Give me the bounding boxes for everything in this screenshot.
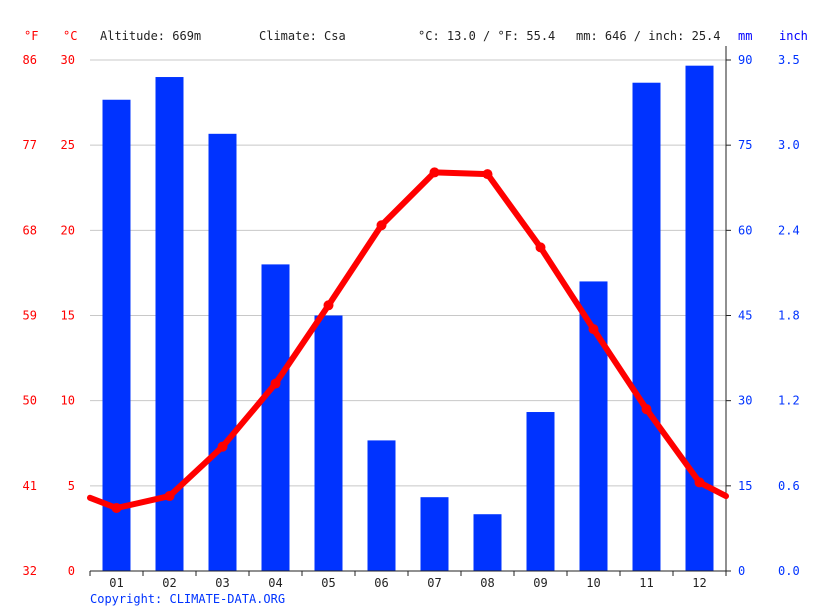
fahrenheit-tick-label: 59 bbox=[23, 309, 37, 323]
average-temperature-label: °C: 13.0 / °F: 55.4 bbox=[418, 29, 555, 43]
mm-tick-label: 60 bbox=[738, 223, 752, 237]
temperature-point bbox=[164, 491, 175, 502]
mm-tick-label: 90 bbox=[738, 53, 752, 67]
celsius-unit-label: °C bbox=[63, 29, 77, 43]
month-label: 01 bbox=[109, 576, 123, 590]
month-label: 06 bbox=[374, 576, 388, 590]
fahrenheit-tick-label: 50 bbox=[23, 394, 37, 408]
inch-tick-label: 2.4 bbox=[778, 223, 800, 237]
precipitation-bar bbox=[314, 315, 343, 571]
temperature-point bbox=[323, 300, 334, 311]
precipitation-bar bbox=[208, 133, 237, 572]
mm-tick-label: 45 bbox=[738, 309, 752, 323]
celsius-tick-label: 5 bbox=[68, 479, 75, 493]
celsius-tick-label: 20 bbox=[61, 223, 75, 237]
fahrenheit-tick-label: 77 bbox=[23, 138, 37, 152]
fahrenheit-unit-label: °F bbox=[24, 29, 38, 43]
temperature-point bbox=[429, 167, 440, 178]
gridlines bbox=[90, 59, 726, 487]
month-label: 03 bbox=[215, 576, 229, 590]
temperature-point bbox=[217, 441, 228, 452]
mm-tick-label: 30 bbox=[738, 394, 752, 408]
celsius-tick-label: 30 bbox=[61, 53, 75, 67]
tick-labels: 86 30 90 3.577 25 75 3.068 20 60 2.459 15 45 1.850 10… bbox=[23, 53, 800, 590]
mm-tick-label: 15 bbox=[738, 479, 752, 493]
mm-tick-label: 75 bbox=[738, 138, 752, 152]
month-label: 09 bbox=[533, 576, 547, 590]
precipitation-bar bbox=[526, 412, 555, 571]
temperature-point bbox=[588, 324, 599, 335]
temperature-point bbox=[111, 502, 122, 513]
total-precipitation-label: mm: 646 / inch: 25.4 bbox=[576, 29, 721, 43]
celsius-tick-label: 15 bbox=[61, 309, 75, 323]
inch-tick-label: 1.8 bbox=[778, 309, 800, 323]
fahrenheit-tick-label: 41 bbox=[23, 479, 37, 493]
fahrenheit-tick-label: 68 bbox=[23, 223, 37, 237]
copyright-text: Copyright: CLIMATE-DATA.ORG bbox=[90, 592, 285, 606]
fahrenheit-tick-label: 86 bbox=[23, 53, 37, 67]
precipitation-bar bbox=[102, 99, 131, 571]
mm-tick-label: 0 bbox=[738, 564, 745, 578]
temperature-point bbox=[641, 404, 652, 415]
month-label: 11 bbox=[639, 576, 653, 590]
inch-unit-label: inch bbox=[779, 29, 808, 43]
temperature-point bbox=[270, 378, 281, 389]
temperature-point bbox=[694, 477, 705, 488]
month-label: 02 bbox=[162, 576, 176, 590]
celsius-tick-label: 10 bbox=[61, 394, 75, 408]
fahrenheit-tick-label: 32 bbox=[23, 564, 37, 578]
month-label: 08 bbox=[480, 576, 494, 590]
month-label: 07 bbox=[427, 576, 441, 590]
inch-tick-label: 0.0 bbox=[778, 564, 800, 578]
precipitation-bar bbox=[367, 440, 396, 571]
altitude-label: Altitude: 669m bbox=[100, 29, 201, 43]
month-label: 05 bbox=[321, 576, 335, 590]
celsius-tick-label: 0 bbox=[68, 564, 75, 578]
temperature-point bbox=[482, 169, 493, 180]
temperature-line bbox=[87, 169, 729, 511]
temperature-point bbox=[376, 220, 387, 231]
climate-label: Climate: Csa bbox=[259, 29, 346, 43]
inch-tick-label: 3.5 bbox=[778, 53, 800, 67]
inch-tick-label: 1.2 bbox=[778, 394, 800, 408]
inch-tick-label: 0.6 bbox=[778, 479, 800, 493]
precipitation-bar bbox=[261, 264, 290, 571]
temperature-point bbox=[535, 242, 546, 253]
axes bbox=[89, 46, 731, 576]
month-label: 10 bbox=[586, 576, 600, 590]
inch-tick-label: 3.0 bbox=[778, 138, 800, 152]
precipitation-bar bbox=[420, 497, 449, 571]
month-label: 04 bbox=[268, 576, 282, 590]
mm-unit-label: mm bbox=[738, 29, 752, 43]
temperature-line-group bbox=[87, 167, 729, 513]
celsius-tick-label: 25 bbox=[61, 138, 75, 152]
precipitation-bar bbox=[473, 514, 502, 571]
precipitation-bar bbox=[685, 65, 714, 571]
precipitation-bars bbox=[102, 65, 714, 572]
precipitation-bar bbox=[632, 82, 661, 571]
month-label: 12 bbox=[692, 576, 706, 590]
